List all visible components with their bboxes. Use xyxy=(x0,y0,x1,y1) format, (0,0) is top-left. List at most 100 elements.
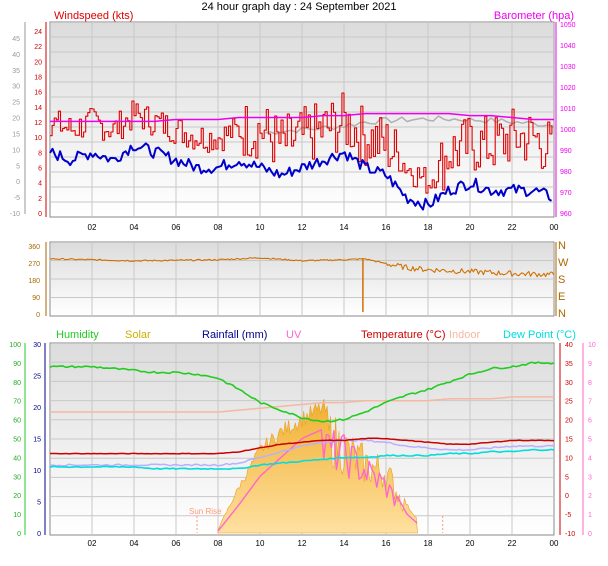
temp-panel-x-tick: 18 xyxy=(424,539,433,548)
temp-tick: 10 xyxy=(565,455,573,462)
outer-left-tick: 45 xyxy=(12,36,20,43)
wind-average-series-line xyxy=(49,142,553,211)
windspeed-tick: 8 xyxy=(38,150,42,157)
graph-title: 24 hour graph day : 24 September 2021 xyxy=(201,1,396,13)
legend-item: UV xyxy=(286,329,302,341)
barometer-series-line xyxy=(50,112,554,123)
dewpoint-series-line xyxy=(49,448,555,471)
legend-item: Rainfall (mm) xyxy=(202,329,267,341)
temp-tick: -10 xyxy=(565,531,575,538)
temp-panel-x-tick: 14 xyxy=(340,539,349,548)
windspeed-tick: 10 xyxy=(34,135,42,142)
direction-tick: 180 xyxy=(28,278,40,285)
rain-tick: 0 xyxy=(37,531,41,538)
wind-panel-x-tick: 14 xyxy=(340,223,349,232)
temp-tick: 30 xyxy=(565,380,573,387)
temp-tick: 35 xyxy=(565,361,573,368)
temp-panel-x-tick: 16 xyxy=(382,539,391,548)
uv-tick: 3 xyxy=(588,474,592,481)
temp-panel-x-tick: 10 xyxy=(256,539,265,548)
temp-tick: -5 xyxy=(565,512,571,519)
uv-tick: 8 xyxy=(588,380,592,387)
temp-tick: 20 xyxy=(565,418,573,425)
legend-item: Humidity xyxy=(56,329,99,341)
uv-tick: 5 xyxy=(588,437,592,444)
outer-left-tick: 30 xyxy=(12,84,20,91)
temperature-series-line xyxy=(50,437,554,455)
legend-item: Dew Point (°C) xyxy=(503,329,576,341)
barometer-tick: 1010 xyxy=(560,106,576,113)
temp-tick: 25 xyxy=(565,399,573,406)
wind-panel-x-tick: 10 xyxy=(256,223,265,232)
direction-compass-tick: W xyxy=(558,257,569,269)
humidity-tick: 90 xyxy=(13,361,21,368)
humidity-tick: 0 xyxy=(17,531,21,538)
barometer-tick: 980 xyxy=(560,169,572,176)
humidity-tick: 30 xyxy=(13,474,21,481)
windspeed-tick: 12 xyxy=(34,120,42,127)
indoor-series-line xyxy=(50,396,554,413)
apparent-series-line xyxy=(50,438,555,467)
rain-tick: 25 xyxy=(33,374,41,381)
humidity-tick: 80 xyxy=(13,380,21,387)
wind-panel-x-tick: 04 xyxy=(130,223,139,232)
windspeed-tick: 22 xyxy=(34,44,42,51)
direction-tick: 360 xyxy=(28,244,40,251)
outer-left-tick: 10 xyxy=(12,147,20,154)
temp-tick: 40 xyxy=(565,342,573,349)
windspeed-tick: 24 xyxy=(34,29,42,36)
humidity-tick: 20 xyxy=(13,493,21,500)
rain-tick: 15 xyxy=(33,437,41,444)
rain-tick: 10 xyxy=(33,468,41,475)
uv-tick: 2 xyxy=(588,493,592,500)
direction-compass-tick: E xyxy=(558,291,565,303)
wind-panel-x-tick: 00 xyxy=(550,223,559,232)
barometer-tick: 990 xyxy=(560,148,572,155)
sun-marker-label: Sun Rise xyxy=(189,507,222,516)
temp-panel-x-tick: 08 xyxy=(214,539,223,548)
gust-series-line xyxy=(265,115,555,135)
legend-item: Indoor xyxy=(449,329,481,341)
windspeed-tick: 2 xyxy=(38,196,42,203)
outer-left-tick: -10 xyxy=(10,211,20,218)
windspeed-tick: 4 xyxy=(38,181,42,188)
outer-left-tick: 0 xyxy=(16,179,20,186)
barometer-tick: 1040 xyxy=(560,43,576,50)
windspeed-tick: 16 xyxy=(34,90,42,97)
wind-panel-x-tick: 16 xyxy=(382,223,391,232)
outer-left-tick: 20 xyxy=(12,116,20,123)
uv-tick: 10 xyxy=(588,342,596,349)
outer-left-tick: 5 xyxy=(16,163,20,170)
rain-tick: 30 xyxy=(33,342,41,349)
outer-left-tick: -5 xyxy=(14,195,20,202)
windspeed-tick: 0 xyxy=(38,211,42,218)
temp-tick: 15 xyxy=(565,437,573,444)
outer-left-tick: 40 xyxy=(12,52,20,59)
rain-tick: 20 xyxy=(33,405,41,412)
wind-panel-x-tick: 02 xyxy=(88,223,97,232)
uv-tick: 0 xyxy=(588,531,592,538)
windspeed-tick: 14 xyxy=(34,105,42,112)
humidity-tick: 70 xyxy=(13,399,21,406)
windspeed-tick: 20 xyxy=(34,59,42,66)
temp-panel-x-tick: 12 xyxy=(298,539,307,548)
wind-panel-x-tick: 12 xyxy=(298,223,307,232)
direction-tick: 0 xyxy=(36,312,40,319)
uv-tick: 4 xyxy=(588,455,592,462)
temp-panel-x-tick: 22 xyxy=(508,539,517,548)
temp-panel-x-tick: 20 xyxy=(466,539,475,548)
humidity-tick: 50 xyxy=(13,437,21,444)
temp-panel-x-tick: 04 xyxy=(130,539,139,548)
wind-panel-x-tick: 06 xyxy=(172,223,181,232)
rain-tick: 5 xyxy=(37,500,41,507)
humidity-tick: 10 xyxy=(13,512,21,519)
windspeed-axis-label: Windspeed (kts) xyxy=(54,10,133,22)
uv-tick: 6 xyxy=(588,418,592,425)
direction-series-line xyxy=(49,257,555,278)
barometer-tick: 960 xyxy=(560,211,572,218)
temp-panel-x-tick: 02 xyxy=(88,539,97,548)
outer-left-tick: 25 xyxy=(12,100,20,107)
temp-tick: 0 xyxy=(565,493,569,500)
